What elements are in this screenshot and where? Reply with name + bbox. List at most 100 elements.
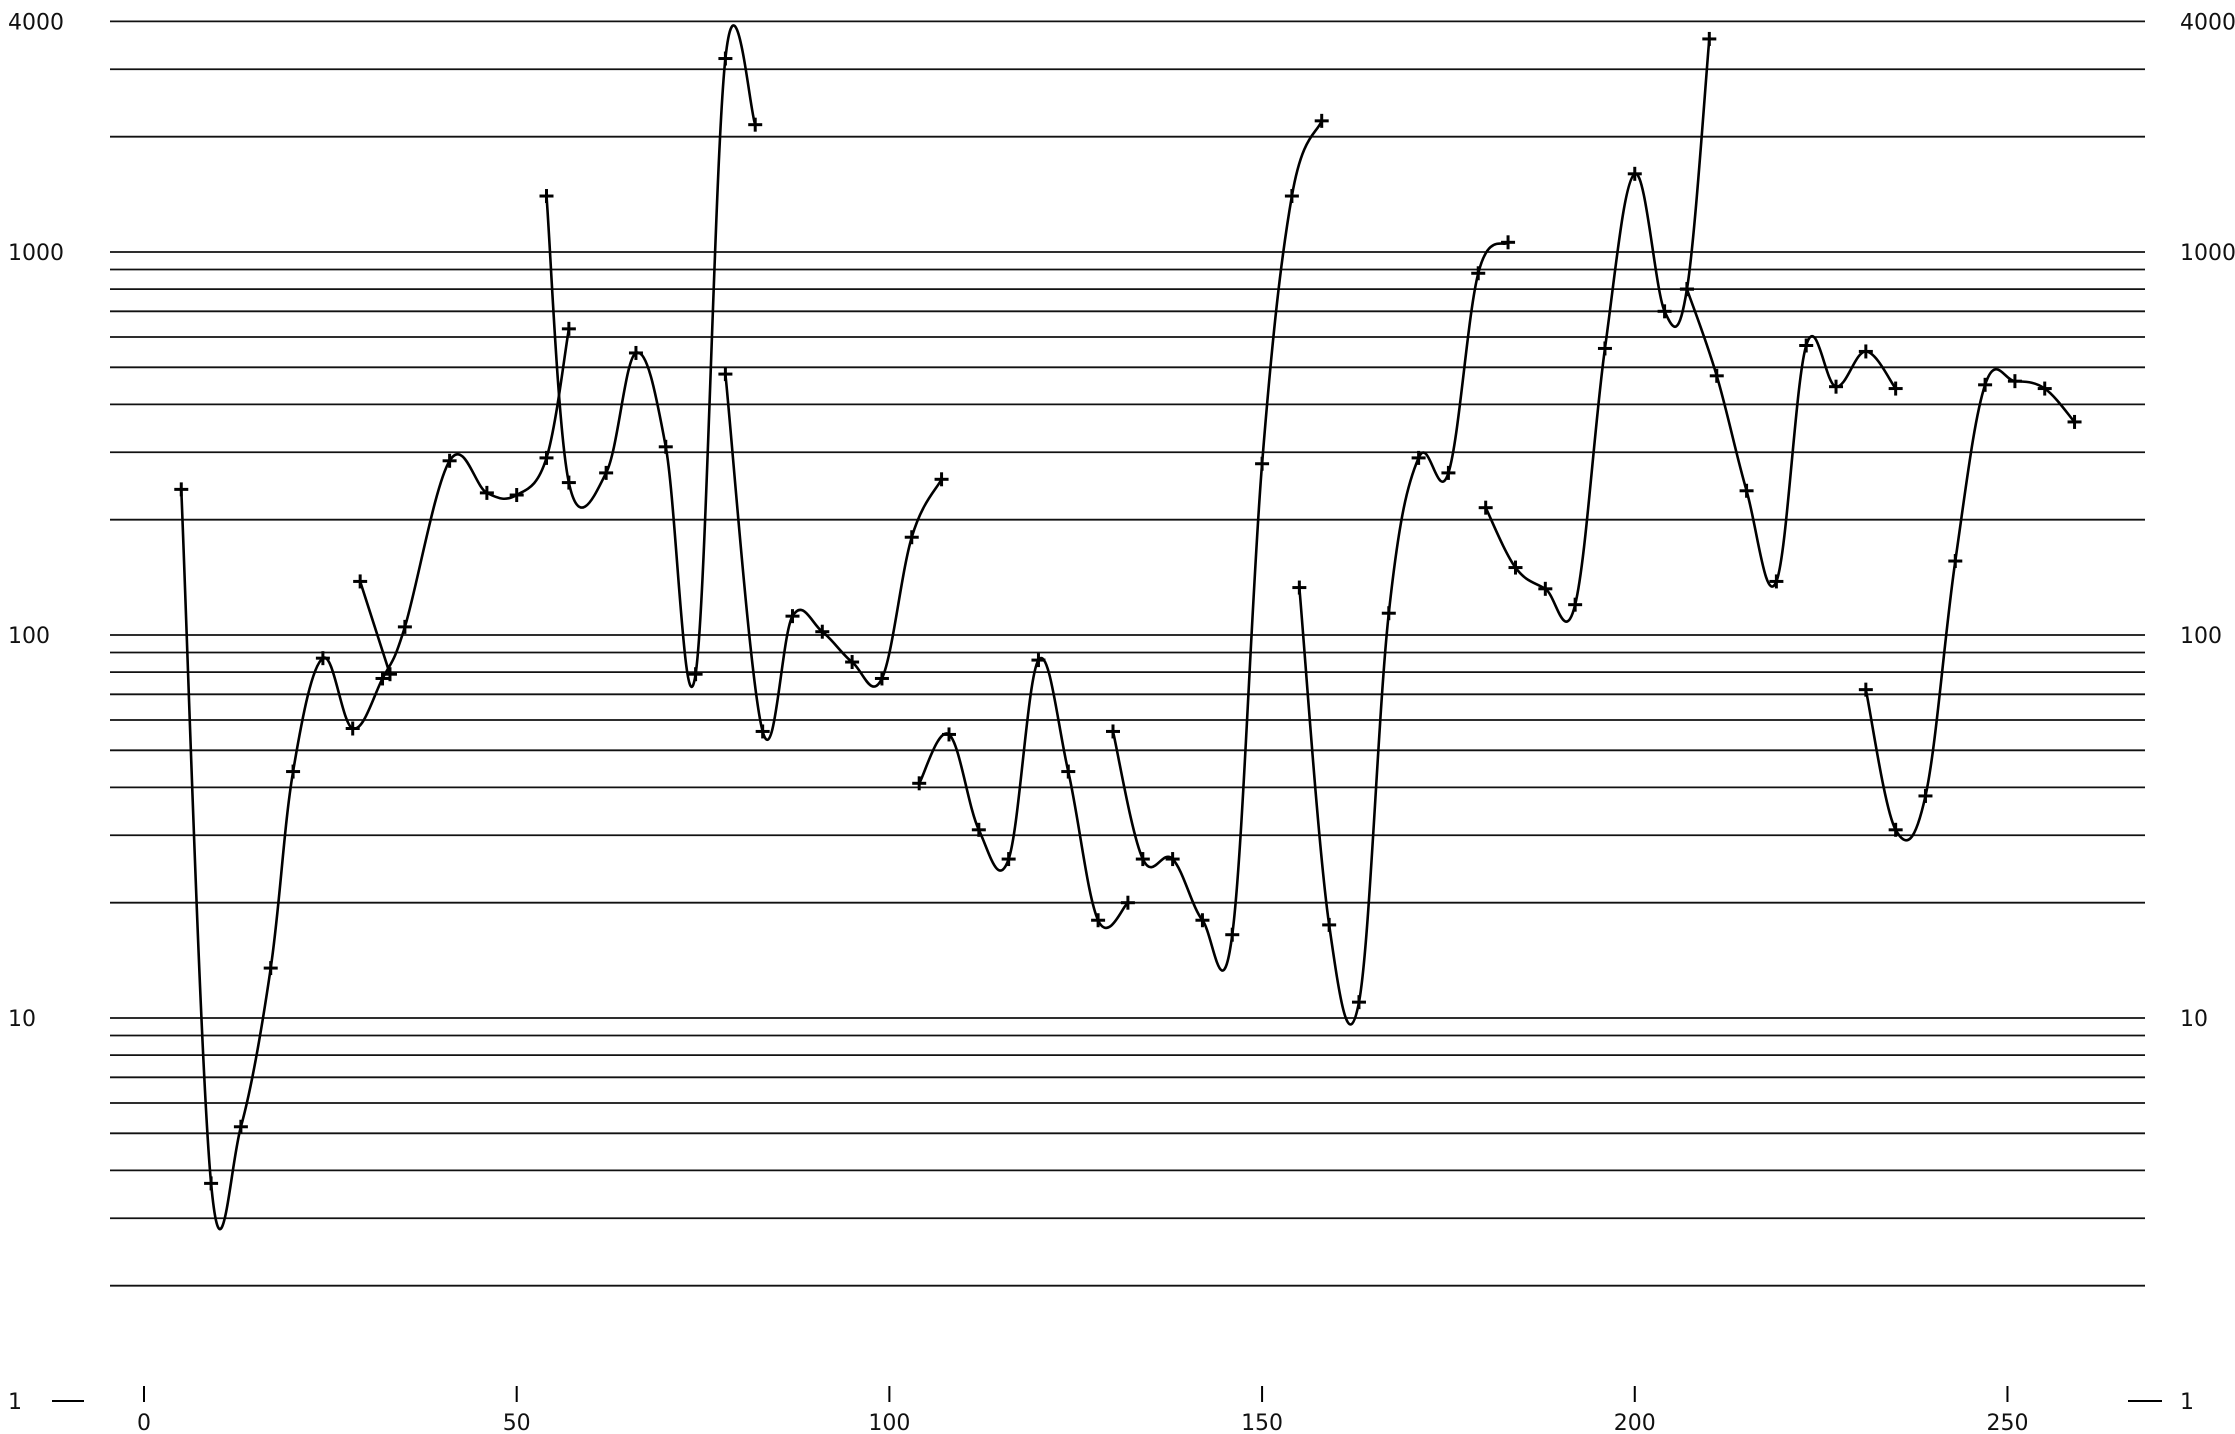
y-tick-label-right: 100 <box>2180 624 2222 649</box>
data-point-marker <box>509 488 524 503</box>
y-tick-label-left: 4000 <box>8 10 64 35</box>
y-tick-label-left: 1 <box>8 1390 22 1415</box>
data-point-marker <box>1478 500 1493 515</box>
x-tick-label: 0 <box>137 1411 151 1434</box>
data-point-marker <box>1225 927 1240 942</box>
data-point-marker <box>628 345 643 360</box>
y-tick-label-right: 10 <box>2180 1007 2208 1032</box>
series-segment-4 <box>918 656 1129 930</box>
data-point-marker <box>1195 913 1210 928</box>
data-point-marker <box>1165 852 1180 867</box>
data-point-marker <box>785 609 800 624</box>
data-point-marker <box>1284 189 1299 204</box>
data-point-marker <box>382 667 397 682</box>
data-point-marker <box>815 624 830 639</box>
data-point-marker <box>912 776 927 791</box>
data-point-marker <box>286 764 301 779</box>
data-point-marker <box>1739 483 1754 498</box>
series-segment-6 <box>1298 241 1509 1026</box>
data-point-marker <box>375 671 390 686</box>
data-point-marker <box>1135 852 1150 867</box>
series-segment-3 <box>724 373 943 742</box>
data-point-marker <box>442 453 457 468</box>
data-point-marker <box>1508 560 1523 575</box>
data-point-marker <box>1106 724 1120 739</box>
data-point-marker <box>1799 338 1814 353</box>
series-segment-8 <box>1685 288 1897 588</box>
x-tick-label: 50 <box>503 1411 531 1434</box>
data-point-marker <box>1888 822 1903 837</box>
data-point-marker <box>1679 282 1694 297</box>
data-point-marker <box>1314 113 1329 128</box>
data-point-marker <box>539 450 554 465</box>
data-point-marker <box>874 671 889 686</box>
series-segment-2 <box>545 24 757 688</box>
y-tick-label-left: 1000 <box>8 241 64 266</box>
data-point-marker <box>718 367 733 382</box>
data-point-marker <box>204 1176 219 1191</box>
data-point-marker <box>1091 913 1106 928</box>
data-markers <box>174 31 2082 1191</box>
y-tick-label-right: 4000 <box>2180 10 2235 35</box>
data-point-marker <box>1255 456 1270 471</box>
data-point-marker <box>1858 682 1873 697</box>
data-point-marker <box>315 651 330 666</box>
series-segment-1 <box>358 581 392 675</box>
data-point-marker <box>174 482 189 497</box>
data-point-marker <box>748 117 763 132</box>
series-segment-9 <box>1864 368 2076 842</box>
data-point-marker <box>599 465 614 480</box>
series-segment-0 <box>179 328 571 1231</box>
data-point-marker <box>1471 266 1486 281</box>
data-point-marker <box>755 724 770 739</box>
data-point-marker <box>2067 414 2082 429</box>
data-point-marker <box>1918 788 1933 803</box>
x-tick-label: 150 <box>1241 1411 1283 1434</box>
data-point-marker <box>561 321 576 336</box>
data-point-marker <box>658 439 673 454</box>
data-point-marker <box>1031 653 1046 668</box>
series-segment-5 <box>1111 120 1323 972</box>
data-point-marker <box>1858 344 1873 359</box>
data-point-marker <box>2007 374 2022 389</box>
data-point-marker <box>1709 368 1724 383</box>
data-point-marker <box>1769 574 1784 589</box>
data-point-marker <box>1948 554 1963 569</box>
data-point-marker <box>1978 377 1993 392</box>
x-tick-label: 100 <box>868 1411 910 1434</box>
data-point-marker <box>1829 379 1844 394</box>
data-point-marker <box>1120 895 1135 910</box>
data-point-marker <box>1381 606 1396 621</box>
y-tick-label-right: 1000 <box>2180 241 2235 266</box>
data-point-marker <box>1001 852 1016 867</box>
data-point-marker <box>942 727 957 742</box>
data-point-marker <box>1597 341 1612 356</box>
data-point-marker <box>263 961 278 976</box>
data-point-marker <box>539 189 554 204</box>
data-point-marker <box>1292 580 1307 595</box>
data-point-marker <box>1657 304 1672 319</box>
data-point-marker <box>1501 235 1516 250</box>
data-point-marker <box>479 485 494 500</box>
data-point-marker <box>1568 597 1583 612</box>
gridlines <box>110 20 2145 1287</box>
data-point-marker <box>1411 450 1426 465</box>
data-series <box>179 24 2076 1231</box>
data-point-marker <box>1627 166 1642 181</box>
data-point-marker <box>2037 381 2052 396</box>
data-point-marker <box>233 1119 248 1134</box>
x-tick-label: 200 <box>1614 1411 1656 1434</box>
x-tick-label: 250 <box>1986 1411 2028 1434</box>
y-tick-label-left: 100 <box>8 624 50 649</box>
data-point-marker <box>561 475 576 490</box>
data-point-marker <box>971 822 986 837</box>
axes: 1 1 10 10 100 100 1000 1000 4000 4000 0 50 100 150 200… <box>8 10 2235 1434</box>
data-point-marker <box>688 667 703 682</box>
data-point-marker <box>1702 31 1717 46</box>
data-point-marker <box>1061 764 1076 779</box>
data-point-marker <box>1322 917 1337 932</box>
data-point-marker <box>1351 995 1366 1010</box>
data-point-marker <box>904 530 919 545</box>
